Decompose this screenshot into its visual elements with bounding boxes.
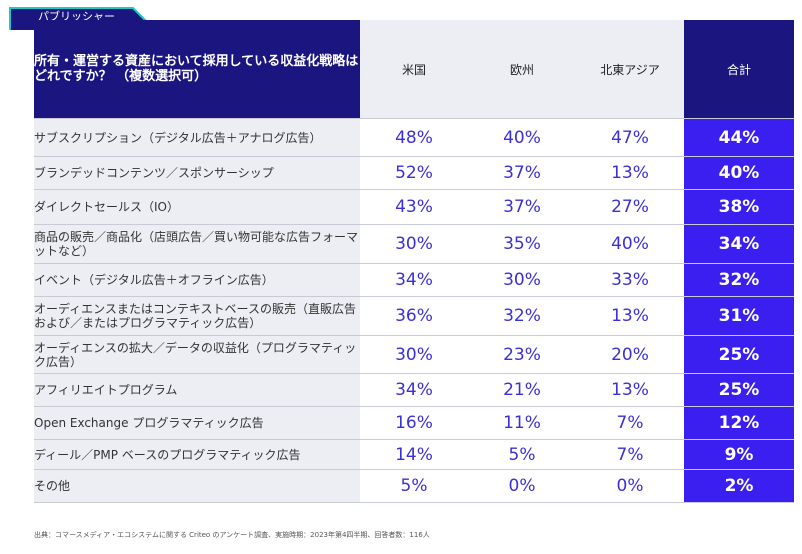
value-cell-us: 36% [360, 296, 468, 336]
table-row: イベント（デジタル広告＋オフライン広告） 34% 30% 33% 32% [34, 263, 794, 297]
value-cell-europe: 35% [468, 224, 576, 264]
value-cell-us: 43% [360, 189, 468, 225]
value-cell-europe: 23% [468, 335, 576, 374]
value-cell-us: 30% [360, 335, 468, 374]
value-cell-us: 14% [360, 439, 468, 470]
col-header-ne-asia: 北東アジア [576, 20, 684, 119]
table-row: その他 5% 0% 0% 2% [34, 469, 794, 503]
value-cell-ne-asia: 7% [576, 439, 684, 470]
row-label: オーディエンスの拡大／データの収益化（プログラマティック広告） [34, 335, 360, 374]
value-cell-us: 5% [360, 469, 468, 503]
row-label: アフィリエイトプログラム [34, 373, 360, 407]
value-cell-ne-asia: 27% [576, 189, 684, 225]
value-cell-total: 44% [684, 118, 794, 157]
value-cell-total: 38% [684, 189, 794, 225]
table-row: 商品の販売／商品化（店頭広告／買い物可能な広告フォーマットなど） 30% 35% 40… [34, 224, 794, 264]
value-cell-ne-asia: 40% [576, 224, 684, 264]
value-cell-europe: 37% [468, 189, 576, 225]
row-label: ダイレクトセールス（IO） [34, 189, 360, 225]
value-cell-ne-asia: 47% [576, 118, 684, 157]
value-cell-total: 34% [684, 224, 794, 264]
row-label: サブスクリプション（デジタル広告＋アナログ広告） [34, 118, 360, 157]
table-row: ディール／PMP ベースのプログラマティック広告 14% 5% 7% 9% [34, 439, 794, 470]
value-cell-total: 2% [684, 469, 794, 503]
value-cell-europe: 30% [468, 263, 576, 297]
value-cell-europe: 40% [468, 118, 576, 157]
value-cell-ne-asia: 13% [576, 296, 684, 336]
col-header-us: 米国 [360, 20, 468, 119]
value-cell-us: 52% [360, 156, 468, 190]
col-header-europe: 欧州 [468, 20, 576, 119]
row-label: オーディエンスまたはコンテキストベースの販売（直販広告および／またはプログラマテ… [34, 296, 360, 336]
value-cell-total: 40% [684, 156, 794, 190]
value-cell-ne-asia: 7% [576, 406, 684, 440]
value-cell-ne-asia: 13% [576, 373, 684, 407]
value-cell-europe: 11% [468, 406, 576, 440]
value-cell-us: 48% [360, 118, 468, 157]
table-row: アフィリエイトプログラム 34% 21% 13% 25% [34, 373, 794, 407]
table-body: サブスクリプション（デジタル広告＋アナログ広告） 48% 40% 47% 44% ブランデ… [34, 118, 794, 503]
row-label: イベント（デジタル広告＋オフライン広告） [34, 263, 360, 297]
value-cell-us: 34% [360, 373, 468, 407]
table-row: ブランデッドコンテンツ／スポンサーシップ 52% 37% 13% 40% [34, 156, 794, 190]
value-cell-europe: 21% [468, 373, 576, 407]
tag-label: パブリッシャー [38, 10, 115, 23]
value-cell-total: 12% [684, 406, 794, 440]
col-header-total: 合計 [684, 20, 794, 119]
value-cell-europe: 0% [468, 469, 576, 503]
table-row: ダイレクトセールス（IO） 43% 37% 27% 38% [34, 189, 794, 225]
value-cell-ne-asia: 13% [576, 156, 684, 190]
value-cell-europe: 37% [468, 156, 576, 190]
value-cell-total: 31% [684, 296, 794, 336]
value-cell-ne-asia: 0% [576, 469, 684, 503]
value-cell-us: 30% [360, 224, 468, 264]
table-row: サブスクリプション（デジタル広告＋アナログ広告） 48% 40% 47% 44% [34, 118, 794, 157]
table-row: Open Exchange プログラマティック広告 16% 11% 7% 12% [34, 406, 794, 440]
value-cell-us: 16% [360, 406, 468, 440]
row-label: ディール／PMP ベースのプログラマティック広告 [34, 439, 360, 470]
row-label: ブランデッドコンテンツ／スポンサーシップ [34, 156, 360, 190]
value-cell-ne-asia: 33% [576, 263, 684, 297]
value-cell-ne-asia: 20% [576, 335, 684, 374]
question-header: 所有・運営する資産において採用している収益化戦略はどれですか？ （複数選択可） [34, 20, 360, 119]
value-cell-europe: 5% [468, 439, 576, 470]
table-row: オーディエンスの拡大／データの収益化（プログラマティック広告） 30% 23% 20%… [34, 335, 794, 374]
value-cell-europe: 32% [468, 296, 576, 336]
value-cell-total: 25% [684, 373, 794, 407]
row-label: Open Exchange プログラマティック広告 [34, 406, 360, 440]
value-cell-us: 34% [360, 263, 468, 297]
table-row: オーディエンスまたはコンテキストベースの販売（直販広告および／またはプログラマテ… [34, 296, 794, 336]
row-label: その他 [34, 469, 360, 503]
strategy-table: 所有・運営する資産において採用している収益化戦略はどれですか？ （複数選択可） … [34, 20, 794, 503]
row-label: 商品の販売／商品化（店頭広告／買い物可能な広告フォーマットなど） [34, 224, 360, 264]
header-row: 所有・運営する資産において採用している収益化戦略はどれですか？ （複数選択可） … [34, 20, 794, 119]
value-cell-total: 25% [684, 335, 794, 374]
source-note: 出典：コマースメディア・エコシステムに関する Criteo のアンケート調査、実… [34, 531, 430, 539]
value-cell-total: 9% [684, 439, 794, 470]
value-cell-total: 32% [684, 263, 794, 297]
